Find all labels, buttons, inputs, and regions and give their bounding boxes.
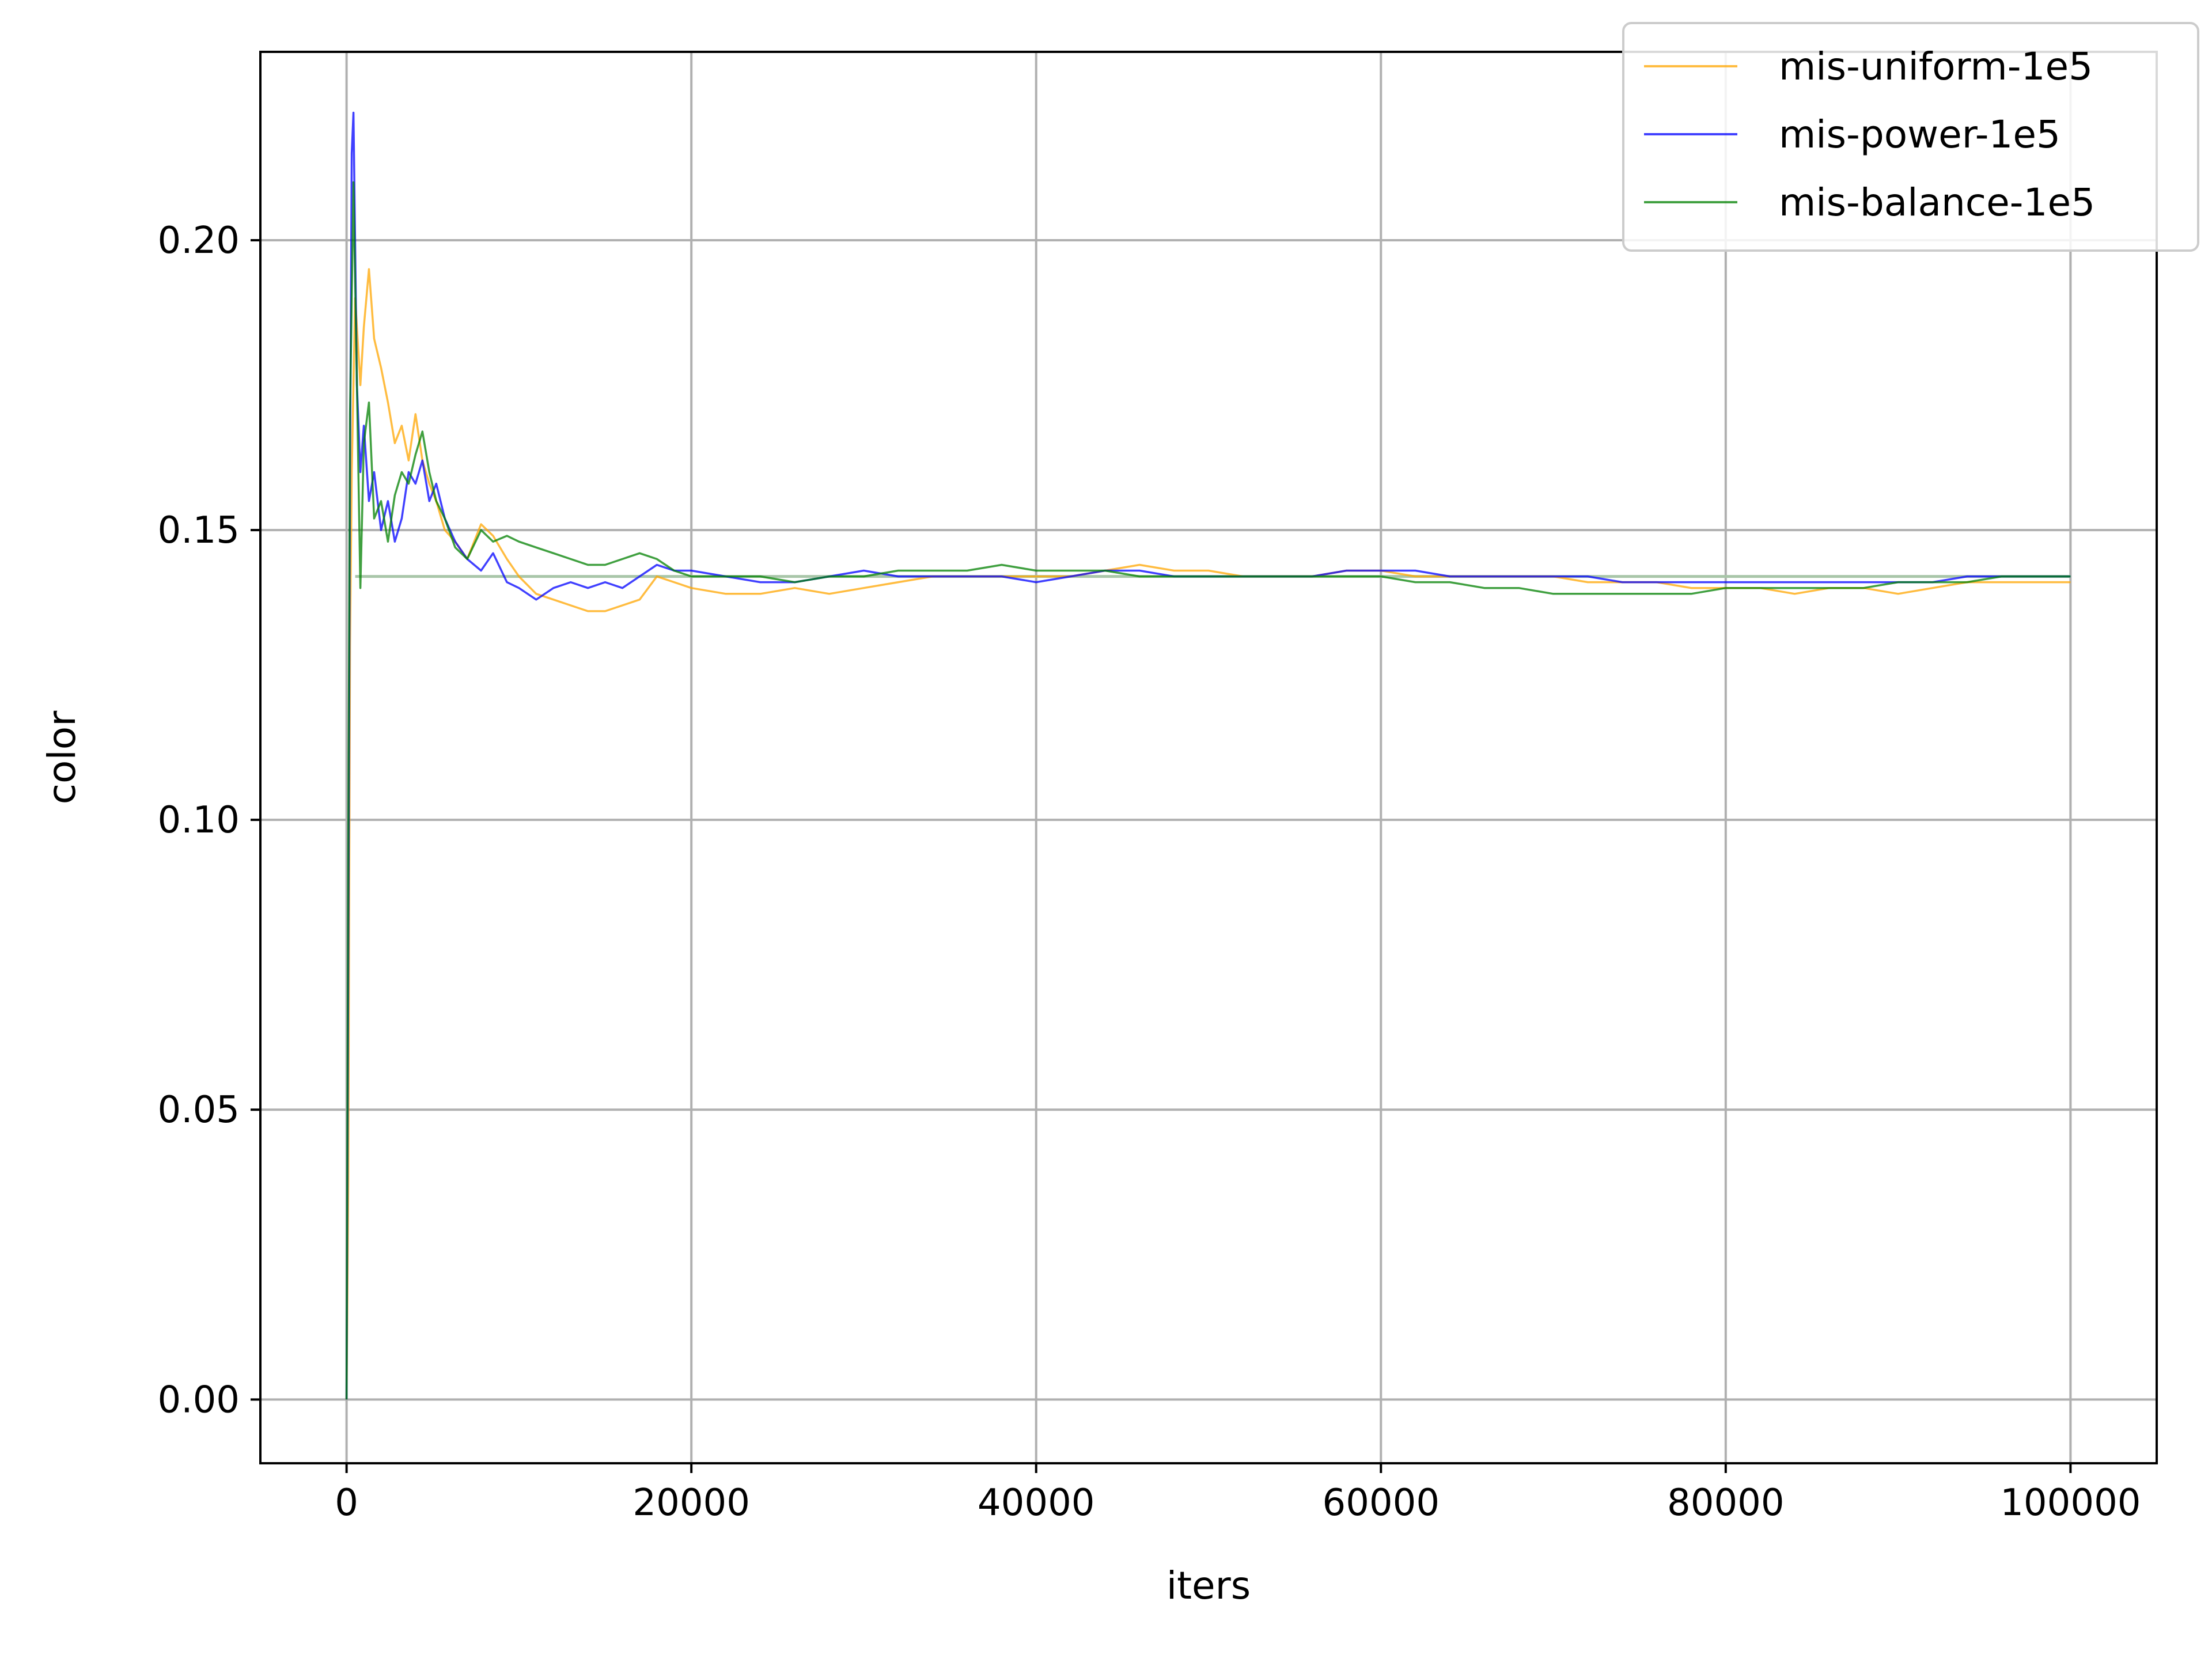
plot-area-frame xyxy=(259,51,2158,1464)
x-tick-label: 60000 xyxy=(1322,1482,1440,1524)
legend: mis-uniform-1e5 mis-power-1e5 mis-balance-… xyxy=(1622,22,2199,252)
series-line-3 xyxy=(345,181,2071,1400)
y-tick-label: 0.20 xyxy=(158,219,240,262)
x-tick-label: 0 xyxy=(335,1482,358,1524)
legend-label-1: mis-uniform-1e5 xyxy=(1779,44,2093,89)
legend-label-3: mis-balance-1e5 xyxy=(1779,180,2095,225)
x-tick-label: 80000 xyxy=(1667,1482,1785,1524)
x-axis-label: iters xyxy=(1166,1563,1251,1608)
axis-ticks: 0 20000 40000 60000 80000 100000 0.00 0.05 0.10 0… xyxy=(158,219,2141,1524)
x-tick-label: 100000 xyxy=(2000,1482,2141,1524)
y-tick-label: 0.15 xyxy=(158,509,240,552)
y-axis-label: color xyxy=(40,710,84,804)
x-tick-label: 40000 xyxy=(978,1482,1095,1524)
series-line-2 xyxy=(345,111,2071,1400)
series-layer xyxy=(345,111,2071,1400)
y-tick-label: 0.00 xyxy=(158,1379,240,1421)
y-tick-label: 0.05 xyxy=(158,1089,240,1131)
x-tick-label: 20000 xyxy=(632,1482,750,1524)
y-tick-label: 0.10 xyxy=(158,799,240,842)
legend-label-2: mis-power-1e5 xyxy=(1779,112,2061,157)
legend-box xyxy=(1622,22,2199,252)
